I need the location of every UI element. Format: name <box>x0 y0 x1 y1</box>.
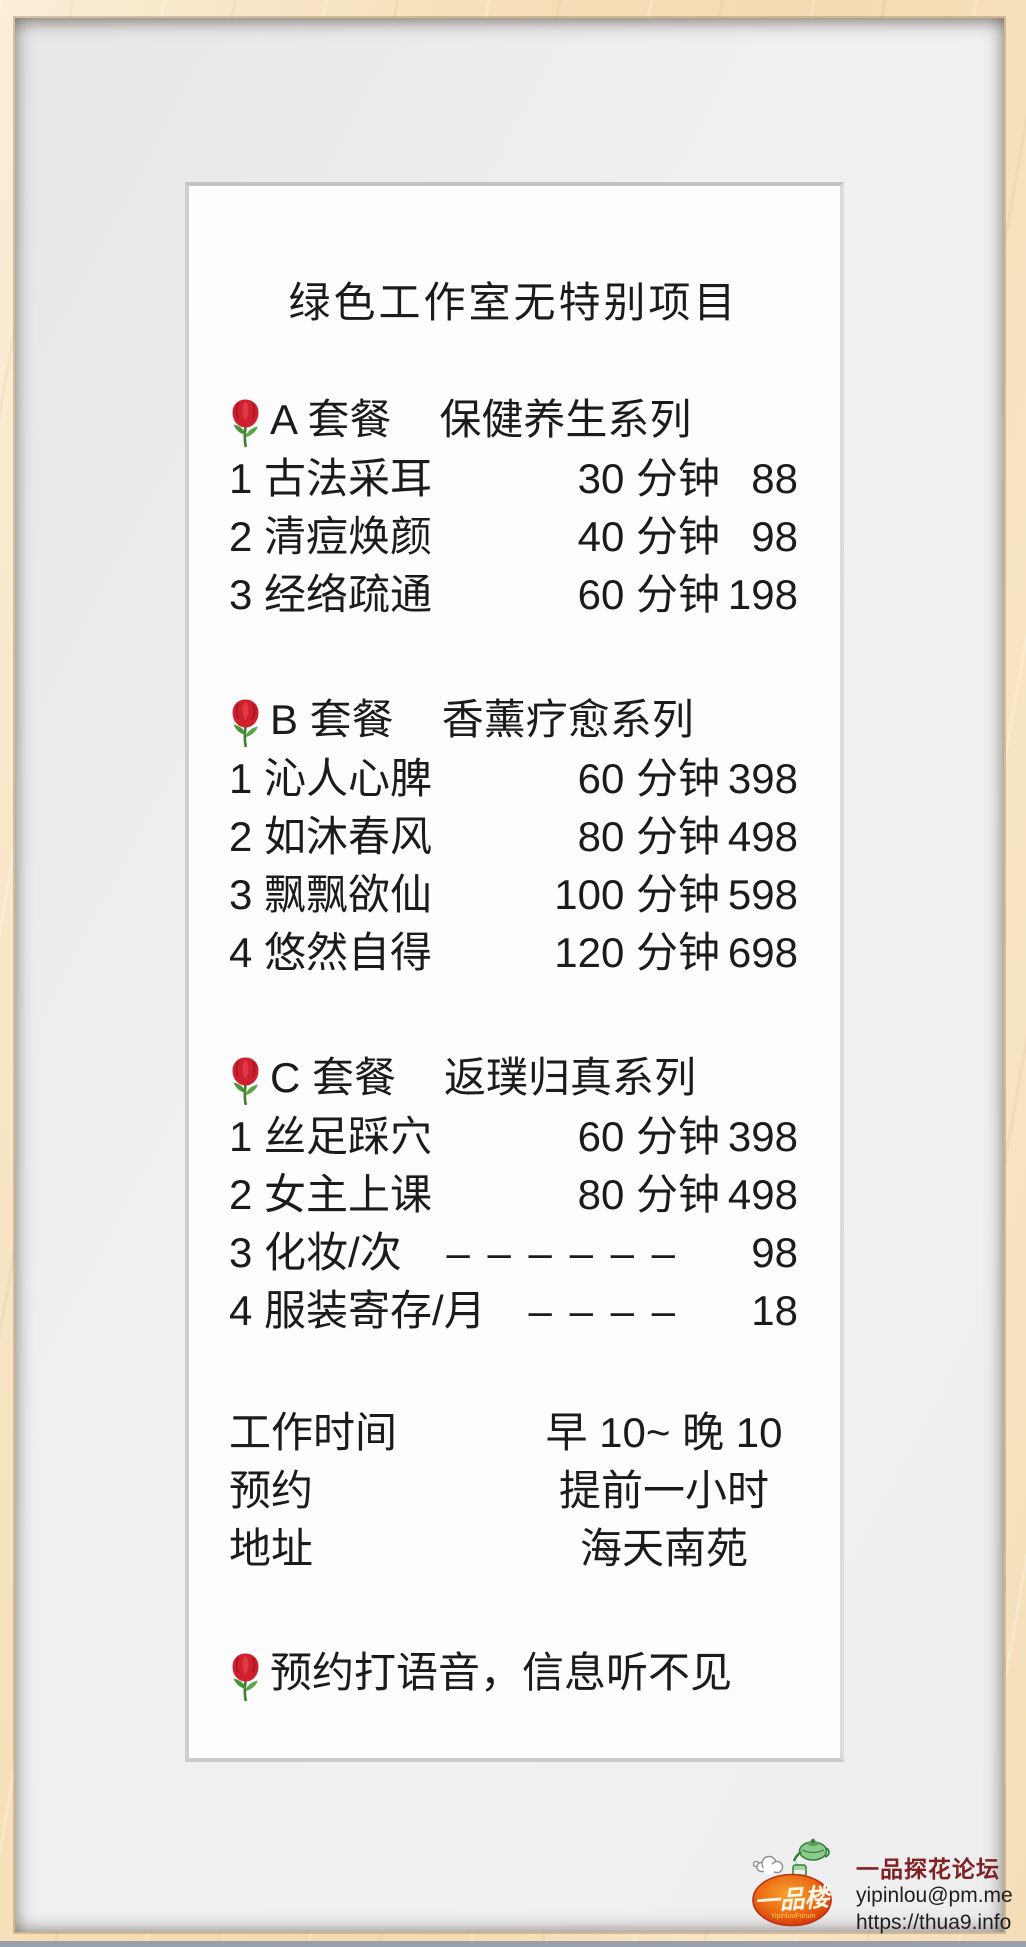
item-duration: 60 分钟 <box>577 755 720 802</box>
item-duration: – – – – – – <box>446 1229 678 1276</box>
sections-container: A 套餐 保健养生系列 1 古法采耳 30 分钟 88 2 清痘焕颜 40 分钟… <box>229 390 798 1340</box>
item-name: 4 悠然自得 <box>229 929 433 976</box>
item-price: 398 <box>727 1113 798 1160</box>
item-name: 1 古法采耳 <box>229 455 433 502</box>
menu-row: 3 经络疏通 60 分钟 198 <box>229 566 798 624</box>
menu-row: 4 悠然自得 120 分钟 698 <box>229 924 798 982</box>
info-value: 早 10~ 晚 10 <box>545 1409 783 1456</box>
item-duration: 30 分钟 <box>577 455 720 502</box>
section-series-label: 香薰疗愈系列 <box>441 696 694 743</box>
item-price: 498 <box>727 1171 798 1218</box>
menu-row: 2 清痘焕颜 40 分钟 98 <box>229 508 798 566</box>
item-price: 18 <box>751 1287 798 1334</box>
item-name: 3 化妆/次 <box>229 1229 402 1276</box>
item-name: 1 沁人心脾 <box>229 755 433 802</box>
item-duration: – – – – <box>528 1287 678 1334</box>
item-price: 88 <box>751 455 798 502</box>
item-price: 198 <box>727 571 798 618</box>
forum-url: https://thua9.info <box>856 1911 1012 1934</box>
item-price: 98 <box>751 1229 798 1276</box>
item-price: 498 <box>727 813 798 860</box>
info-label: 地址 <box>229 1525 314 1572</box>
menu-section: A 套餐 保健养生系列 1 古法采耳 30 分钟 88 2 清痘焕颜 40 分钟… <box>229 390 798 624</box>
menu-row: 2 女主上课 80 分钟 498 <box>229 1166 798 1224</box>
menu-row: 1 丝足踩穴 60 分钟 398 <box>229 1108 798 1166</box>
menu-row: 3 化妆/次 – – – – – – 98 <box>229 1224 798 1282</box>
page-title: 绿色工作室无特别项目 <box>288 279 739 326</box>
item-name: 3 飘飘欲仙 <box>229 871 433 918</box>
item-duration: 120 分钟 <box>554 929 720 976</box>
item-duration: 40 分钟 <box>577 513 720 560</box>
info-label: 预约 <box>229 1467 314 1514</box>
section-header: A 套餐 保健养生系列 <box>229 390 798 450</box>
info-row: 工作时间 早 10~ 晚 10 <box>229 1404 798 1462</box>
item-name: 1 丝足踩穴 <box>229 1113 433 1160</box>
item-name: 2 女主上课 <box>229 1171 433 1218</box>
item-price: 598 <box>727 871 798 918</box>
section-series-label: 返璞归真系列 <box>444 1054 697 1101</box>
section-rows: 1 沁人心脾 60 分钟 398 2 如沐春风 80 分钟 498 3 飘飘欲仙… <box>229 750 798 982</box>
forum-email: yipinlou@pm.me <box>856 1884 1013 1907</box>
watermark-text: 一品探花论坛 yipinlou@pm.me https://thua9.info <box>856 1856 1013 1935</box>
section-label: C 套餐 <box>270 1054 397 1101</box>
item-name: 2 清痘焕颜 <box>229 513 433 560</box>
section-series-label: 保健养生系列 <box>439 396 692 443</box>
item-name: 2 如沐春风 <box>229 813 433 860</box>
cloud-icon <box>752 1855 784 1875</box>
item-price: 98 <box>751 513 798 560</box>
rose-icon <box>231 1652 260 1703</box>
menu-row: 2 如沐春风 80 分钟 498 <box>229 808 798 866</box>
item-duration: 100 分钟 <box>554 871 720 918</box>
teapot-icon <box>792 1838 830 1862</box>
menu-section: B 套餐 香薰疗愈系列 1 沁人心脾 60 分钟 398 2 如沐春风 80 分… <box>229 690 798 982</box>
item-price: 698 <box>727 929 798 976</box>
logo-text: 一品楼 <box>754 1883 834 1916</box>
info-label: 工作时间 <box>229 1409 398 1456</box>
item-duration: 60 分钟 <box>577 571 720 618</box>
logo-plate <box>752 1873 832 1927</box>
item-duration: 80 分钟 <box>577 813 720 860</box>
info-block: 工作时间 早 10~ 晚 10 预约 提前一小时 地址 海天南苑 <box>229 1404 798 1578</box>
menu-row: 1 沁人心脾 60 分钟 398 <box>229 750 798 808</box>
item-price: 398 <box>727 755 798 802</box>
note-text: 预约打语音，信息听不见 <box>270 1649 733 1696</box>
logo-subtext: YipinlouForum <box>771 1913 816 1920</box>
watermark: 一品楼 YipinlouForum 一品探花论坛 yipinlou@pm.me … <box>750 1838 1013 1938</box>
note-row: 预约打语音，信息听不见 <box>229 1642 798 1704</box>
item-name: 4 服装寄存/月 <box>229 1287 486 1334</box>
info-value: 提前一小时 <box>558 1467 769 1514</box>
menu-section: C 套餐 返璞归真系列 1 丝足踩穴 60 分钟 398 2 女主上课 80 分… <box>229 1048 798 1340</box>
section-rows: 1 古法采耳 30 分钟 88 2 清痘焕颜 40 分钟 98 3 经络疏通 6… <box>229 450 798 624</box>
mat-board: 绿色工作室无特别项目 A 套餐 保健养生系列 1 古法采耳 30 分钟 88 2… <box>15 18 1004 1932</box>
menu-row: 3 飘飘欲仙 100 分钟 598 <box>229 866 798 924</box>
menu-row: 4 服装寄存/月 – – – – 18 <box>229 1282 798 1340</box>
section-label: A 套餐 <box>270 396 392 443</box>
info-value: 海天南苑 <box>579 1525 748 1572</box>
item-duration: 80 分钟 <box>577 1171 720 1218</box>
rose-icon <box>231 698 260 749</box>
bottom-shadow-strip <box>0 1941 1026 1947</box>
price-list-paper: 绿色工作室无特别项目 A 套餐 保健养生系列 1 古法采耳 30 分钟 88 2… <box>185 182 844 1762</box>
yipinlou-logo: 一品楼 YipinlouForum <box>752 1838 834 1927</box>
item-duration: 60 分钟 <box>577 1113 720 1160</box>
forum-name: 一品探花论坛 <box>856 1856 1000 1882</box>
section-label: B 套餐 <box>270 696 394 743</box>
section-header: B 套餐 香薰疗愈系列 <box>229 690 798 750</box>
section-header: C 套餐 返璞归真系列 <box>229 1048 798 1108</box>
section-rows: 1 丝足踩穴 60 分钟 398 2 女主上课 80 分钟 498 3 化妆/次… <box>229 1108 798 1340</box>
rose-icon <box>231 1056 260 1107</box>
item-name: 3 经络疏通 <box>229 571 433 618</box>
rose-icon <box>231 398 260 449</box>
info-row: 预约 提前一小时 <box>229 1462 798 1520</box>
info-row: 地址 海天南苑 <box>229 1520 798 1578</box>
menu-row: 1 古法采耳 30 分钟 88 <box>229 450 798 508</box>
